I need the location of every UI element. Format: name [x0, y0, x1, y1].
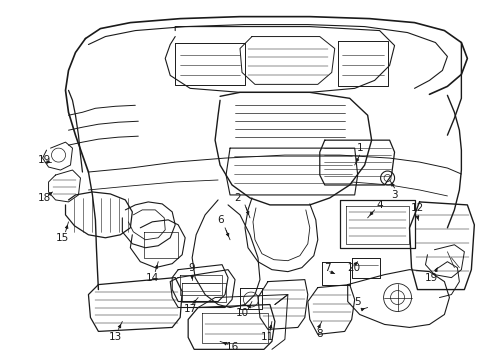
- Text: 15: 15: [56, 233, 69, 243]
- Text: 13: 13: [108, 332, 122, 342]
- Text: 7: 7: [324, 263, 330, 273]
- Text: 19: 19: [38, 155, 51, 165]
- Text: 17: 17: [183, 305, 196, 315]
- Text: 11: 11: [261, 332, 274, 342]
- Text: 3: 3: [390, 190, 397, 200]
- Text: 5: 5: [354, 297, 360, 306]
- Text: 8: 8: [316, 329, 323, 339]
- Text: 4: 4: [376, 200, 382, 210]
- Text: 19: 19: [424, 273, 437, 283]
- Text: 14: 14: [145, 273, 159, 283]
- Text: 2: 2: [234, 193, 241, 203]
- Text: 16: 16: [225, 342, 238, 352]
- Text: 12: 12: [410, 203, 423, 213]
- Text: 6: 6: [216, 215, 223, 225]
- Text: 9: 9: [188, 263, 195, 273]
- Text: 20: 20: [346, 263, 360, 273]
- Text: 10: 10: [235, 309, 248, 319]
- Text: 1: 1: [356, 143, 362, 153]
- Text: 18: 18: [38, 193, 51, 203]
